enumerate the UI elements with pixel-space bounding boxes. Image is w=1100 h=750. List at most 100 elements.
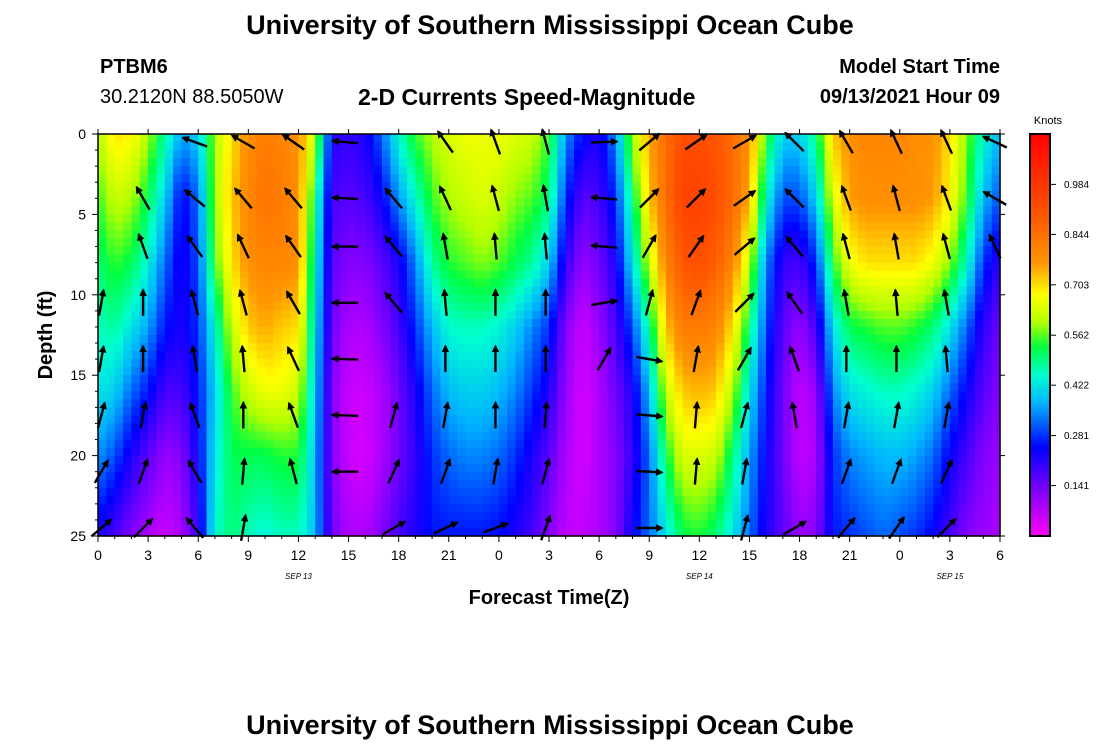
heat-cell (373, 286, 383, 296)
heat-cell (624, 302, 634, 312)
heat-cell (198, 519, 208, 529)
heat-cell (465, 198, 475, 207)
heat-cell (365, 142, 375, 151)
heat-cell (323, 246, 333, 256)
heat-cell (323, 302, 333, 312)
heat-cell (223, 134, 233, 143)
heat-cell (114, 423, 124, 433)
heat-cell (749, 310, 759, 320)
heat-cell (824, 375, 834, 384)
heat-cell (532, 230, 542, 240)
heat-cell (457, 230, 467, 240)
heat-cell (239, 479, 249, 489)
heat-cell (632, 286, 642, 296)
heat-cell (824, 383, 834, 392)
heat-cell (189, 230, 199, 240)
heat-cell (473, 399, 483, 408)
heat-cell (131, 519, 141, 529)
heat-cell (507, 391, 517, 400)
heat-cell (899, 399, 909, 408)
heat-cell (523, 391, 533, 400)
heat-cell (348, 294, 358, 304)
heat-cell (348, 399, 358, 408)
heat-cell (565, 198, 575, 207)
heat-cell (206, 150, 216, 159)
heat-cell (891, 158, 901, 167)
heat-cell (908, 182, 918, 191)
heat-cell (340, 318, 350, 328)
heat-cell (799, 318, 809, 328)
heat-cell (415, 383, 425, 392)
heat-cell (473, 270, 483, 280)
heat-cell (749, 359, 759, 368)
heat-cell (791, 278, 801, 288)
heat-cell (507, 343, 517, 352)
heat-cell (214, 214, 224, 224)
heat-cell (665, 343, 675, 352)
heat-cell (674, 415, 684, 425)
heat-cell (866, 471, 876, 481)
heat-cell (540, 439, 550, 449)
heat-cell (766, 286, 776, 296)
heat-cell (248, 415, 258, 425)
heat-cell (156, 351, 166, 360)
heat-cell (457, 399, 467, 408)
heat-cell (707, 527, 717, 537)
heat-cell (849, 415, 859, 425)
heat-cell (799, 367, 809, 376)
heat-cell (457, 270, 467, 280)
heat-cell (373, 134, 383, 143)
heat-cell (883, 302, 893, 312)
heat-cell (549, 447, 558, 457)
heat-cell (716, 278, 725, 288)
heat-cell (565, 302, 575, 312)
heat-cell (256, 423, 266, 433)
heat-cell (607, 302, 617, 312)
heat-cell (799, 527, 809, 537)
heat-cell (373, 439, 383, 449)
heat-cell (198, 439, 208, 449)
heat-cell (415, 527, 425, 537)
heat-cell (231, 407, 241, 416)
heat-cell (799, 286, 809, 296)
heat-cell (123, 471, 133, 481)
heat-cell (139, 262, 149, 272)
heat-cell (615, 359, 625, 368)
heat-cell (248, 190, 258, 199)
heat-cell (757, 214, 767, 224)
heat-cell (707, 214, 717, 224)
heat-cell (640, 254, 650, 264)
heat-cell (782, 174, 792, 183)
heat-cell (574, 166, 584, 175)
heat-cell (432, 343, 442, 352)
heat-cell (298, 495, 308, 505)
heat-cell (908, 351, 918, 360)
heat-cell (381, 455, 391, 465)
heat-cell (690, 270, 700, 280)
heat-cell (849, 214, 859, 224)
heat-cell (440, 527, 450, 537)
heat-cell (365, 238, 375, 248)
heat-cell (799, 142, 809, 151)
heat-cell (148, 423, 158, 433)
heat-cell (281, 519, 291, 529)
heat-cell (440, 391, 450, 400)
heat-cell (465, 439, 475, 449)
heat-cell (457, 367, 467, 376)
heat-cell (214, 142, 224, 151)
heat-cell (866, 286, 876, 296)
heat-cell (398, 359, 408, 368)
heat-cell (348, 527, 358, 537)
heat-cell (832, 174, 842, 183)
heat-cell (615, 375, 625, 384)
heat-cell (799, 399, 809, 408)
heat-cell (331, 503, 341, 513)
heat-cell (223, 294, 233, 304)
heat-cell (791, 190, 801, 199)
heat-cell (891, 206, 901, 215)
heat-cell (649, 214, 659, 224)
heat-cell (265, 182, 274, 191)
heat-cell (507, 495, 517, 505)
heat-cell (106, 399, 116, 408)
heat-cell (724, 254, 734, 264)
